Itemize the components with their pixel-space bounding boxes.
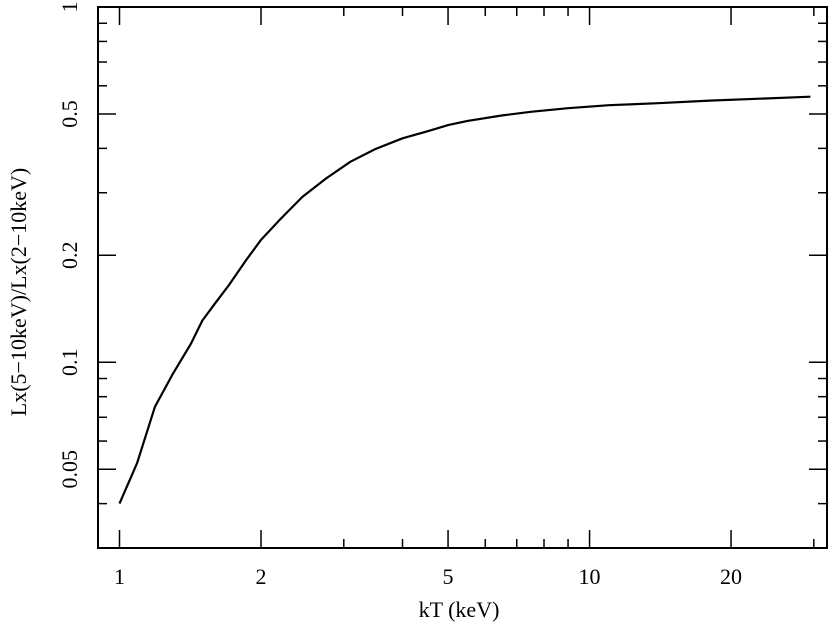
x-tick-label: 5 (443, 564, 454, 589)
x-tick-labels: 1 2 5 10 20 (114, 564, 742, 589)
plot-frame (97, 6, 828, 549)
y-tick-label: 0.2 (57, 242, 82, 270)
y-tick-labels: 1 0.5 0.2 0.1 0.05 (57, 2, 82, 489)
y-axis-title: Lx(5−10keV)/Lx(2−10keV) (6, 168, 31, 416)
y-ticks (98, 6, 827, 549)
x-ticks (118, 7, 815, 548)
x-tick-label: 2 (256, 564, 267, 589)
y-tick-label: 1 (57, 2, 82, 13)
y-tick-label: 0.1 (57, 348, 82, 376)
series-line (118, 95, 811, 505)
x-tick-label: 10 (579, 564, 601, 589)
y-tick-label: 0.5 (57, 100, 82, 128)
x-tick-label: 1 (114, 564, 125, 589)
x-axis-title: kT (keV) (419, 597, 500, 622)
x-tick-label: 20 (720, 564, 742, 589)
y-tick-label: 0.05 (57, 450, 82, 489)
